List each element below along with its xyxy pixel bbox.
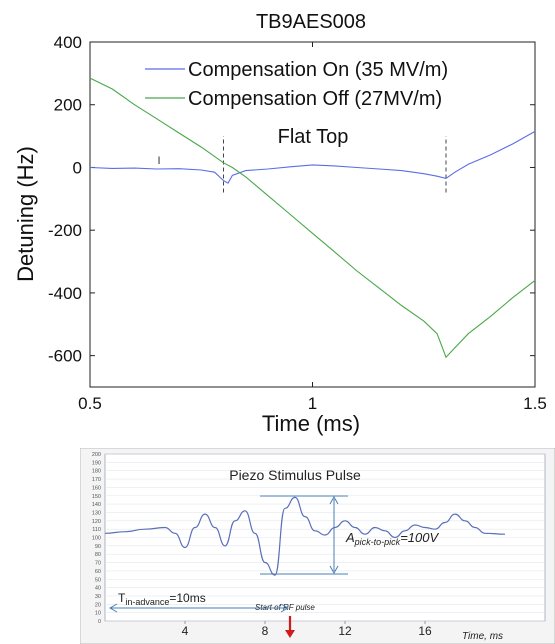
y-tick-label: 170 xyxy=(92,477,101,483)
x-tick-label: 1.5 xyxy=(523,394,547,413)
y-tick-label: 200 xyxy=(92,452,101,458)
y-tick-label: 130 xyxy=(92,510,101,516)
rf-start-arrowhead xyxy=(285,630,295,638)
x-axis-label: Time, ms xyxy=(462,631,503,642)
piezo-stimulus-chart: 2001901801701601501401301201101009080706… xyxy=(80,448,555,644)
legend: Compensation On (35 MV/m) Compensation O… xyxy=(145,59,448,110)
x-tick-label: 4 xyxy=(182,624,189,638)
y-tick-label: 40 xyxy=(95,586,101,592)
x-tick-label: 12 xyxy=(338,624,352,638)
amplitude-indicator xyxy=(260,495,348,575)
x-tick-label: 1 xyxy=(308,394,317,413)
y-tick-label: -200 xyxy=(48,221,82,240)
cursor-icon: I xyxy=(157,155,160,167)
pulse-waveform xyxy=(104,496,506,576)
advance-label: Tin-advance=10ms xyxy=(118,591,206,607)
legend-label-on: Compensation On (35 MV/m) xyxy=(188,59,448,81)
y-axis-label: Detuning (Hz) xyxy=(13,146,38,282)
y-tick-label: 100 xyxy=(92,536,101,542)
x-axis-ticks: 4 8 12 16 xyxy=(182,621,432,638)
y-tick-label: 160 xyxy=(92,485,101,491)
y-tick-label: 190 xyxy=(92,460,101,466)
y-tick-label: 90 xyxy=(95,544,101,550)
y-tick-label: 0 xyxy=(73,158,82,177)
x-tick-label: 8 xyxy=(262,624,269,638)
flat-top-label: Flat Top xyxy=(278,126,349,148)
y-tick-label: 400 xyxy=(54,33,82,52)
y-tick-label: 140 xyxy=(92,502,101,508)
y-tick-label: 150 xyxy=(92,494,101,500)
series-line xyxy=(89,130,536,184)
flat-top-markers xyxy=(223,136,447,193)
x-axis-label: Time (ms) xyxy=(262,411,360,436)
series-line xyxy=(89,77,536,359)
x-tick-label: 16 xyxy=(418,624,432,638)
y-tick-label: 80 xyxy=(95,552,101,558)
chart-title: TB9AES008 xyxy=(256,11,366,33)
y-tick-label: 0 xyxy=(98,619,101,625)
detuning-chart: TB9AES008 400 200 0 -200 -400 -600 0.5 1 1.5 Fl… xyxy=(13,11,547,436)
y-tick-label: 70 xyxy=(95,561,101,567)
series-lines xyxy=(89,77,536,359)
advance-arrowhead-left xyxy=(108,603,118,613)
y-tick-label: 20 xyxy=(95,602,101,608)
y-tick-label: 120 xyxy=(92,519,101,525)
panel-title: Piezo Stimulus Pulse xyxy=(229,467,361,483)
y-tick-label: 200 xyxy=(54,96,82,115)
y-tick-label: 60 xyxy=(95,569,101,575)
y-tick-label: 30 xyxy=(95,594,101,600)
pulse-line xyxy=(104,496,506,576)
advance-arrowhead-right xyxy=(280,603,290,613)
y-tick-label: 10 xyxy=(95,611,101,617)
x-axis-ticks: 0.5 1 1.5 xyxy=(78,42,547,413)
y-tick-label: -400 xyxy=(48,284,82,303)
rf-start-arrow xyxy=(285,616,295,638)
amplitude-arrowhead-down xyxy=(329,565,339,575)
y-axis-ticks: 400 200 0 -200 -400 -600 xyxy=(48,33,535,366)
x-tick-label: 0.5 xyxy=(78,394,102,413)
amplitude-label: Apick-to-pick=100V xyxy=(345,530,439,547)
plot-area xyxy=(89,41,536,388)
y-tick-label: 180 xyxy=(92,469,101,475)
legend-label-off: Compensation Off (27MV/m) xyxy=(188,88,442,110)
advance-indicator xyxy=(108,603,290,613)
y-tick-label: -600 xyxy=(48,347,82,366)
y-tick-label: 110 xyxy=(92,527,101,533)
amplitude-arrowhead-up xyxy=(329,495,339,505)
y-tick-label: 50 xyxy=(95,577,101,583)
